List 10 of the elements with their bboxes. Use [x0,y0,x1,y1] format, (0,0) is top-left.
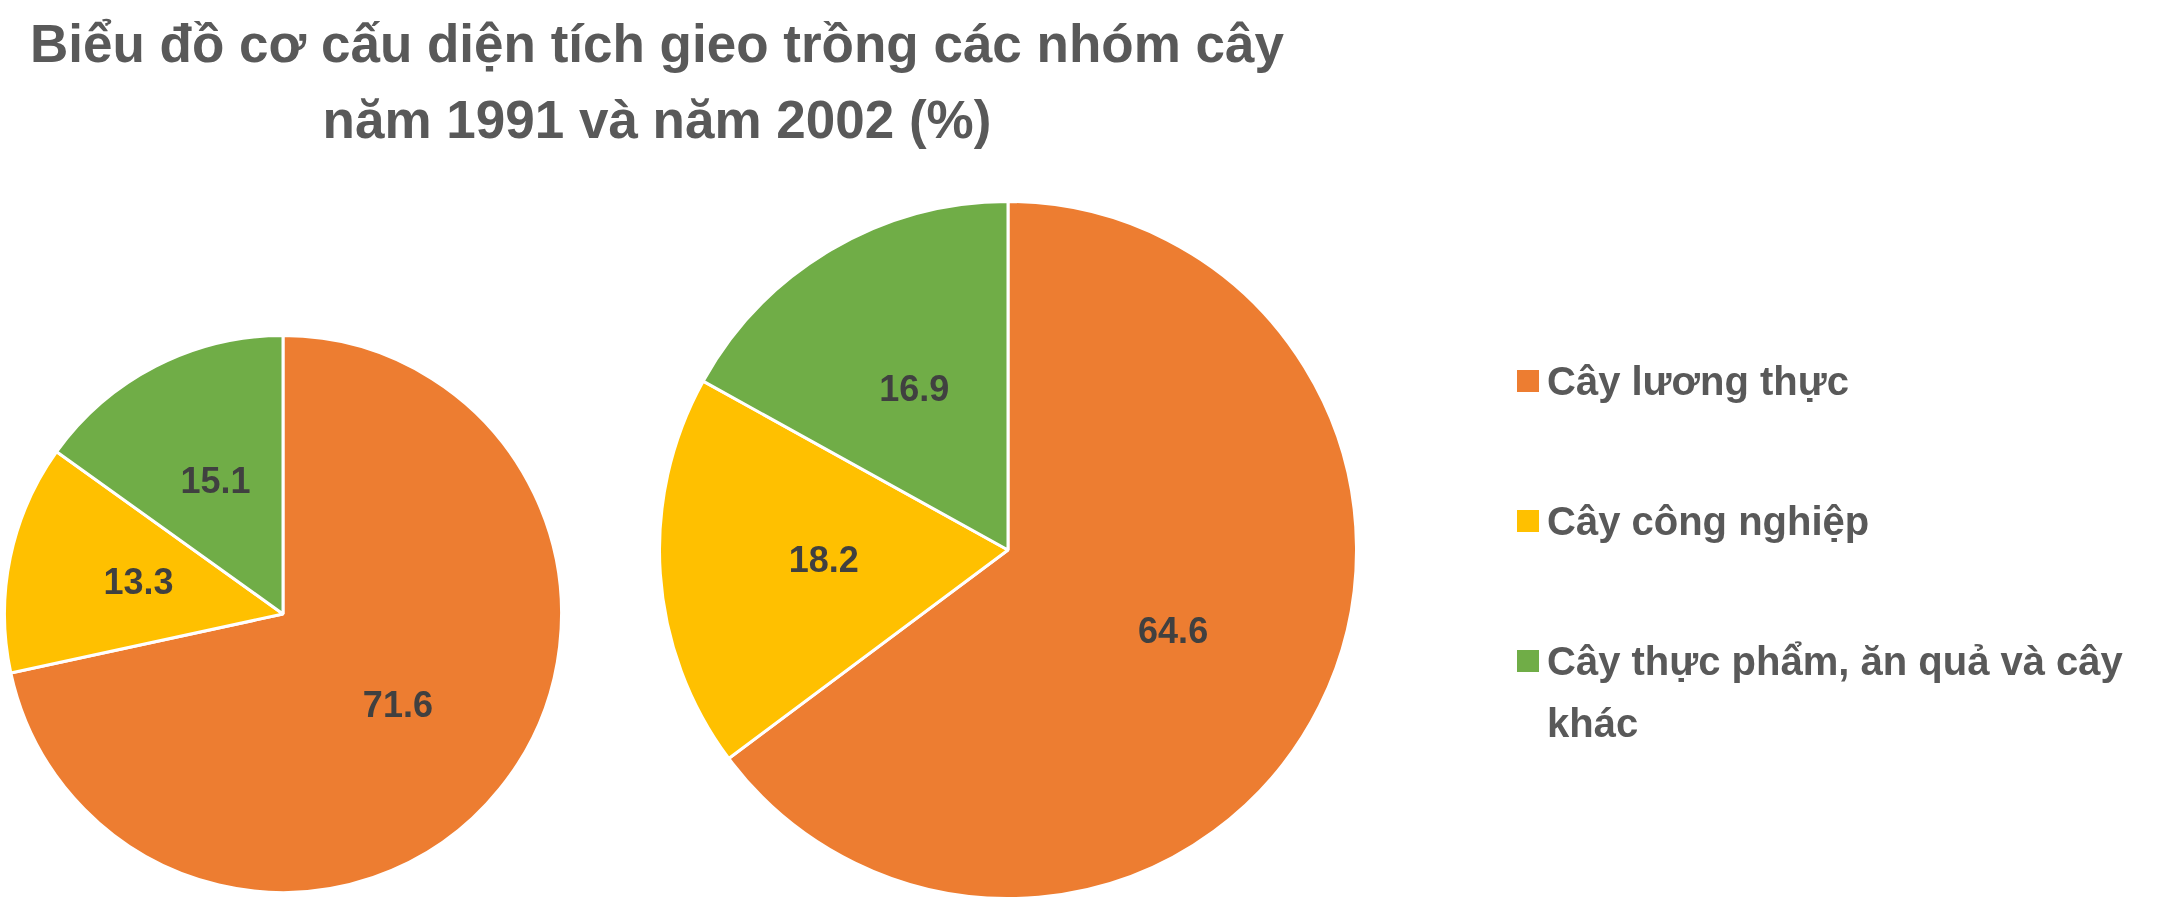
data-label: 16.9 [879,367,950,409]
chart-title: Biểu đồ cơ cấu diện tích gieo trồng các nhóm cây năm 1991 và năm 2002 (%) [29,13,1285,151]
data-label: 71.6 [362,683,433,725]
legend-label: Cây lương thực [1547,359,1849,403]
data-label: 64.6 [1138,609,1209,651]
legend-label: Cây thực phẩm, ăn quả và cây khác [1547,639,2123,745]
data-label: 18.2 [788,539,859,581]
data-label: 15.1 [180,459,251,501]
data-label: 13.3 [103,560,174,602]
legend-label: Cây công nghiệp [1547,499,1870,543]
